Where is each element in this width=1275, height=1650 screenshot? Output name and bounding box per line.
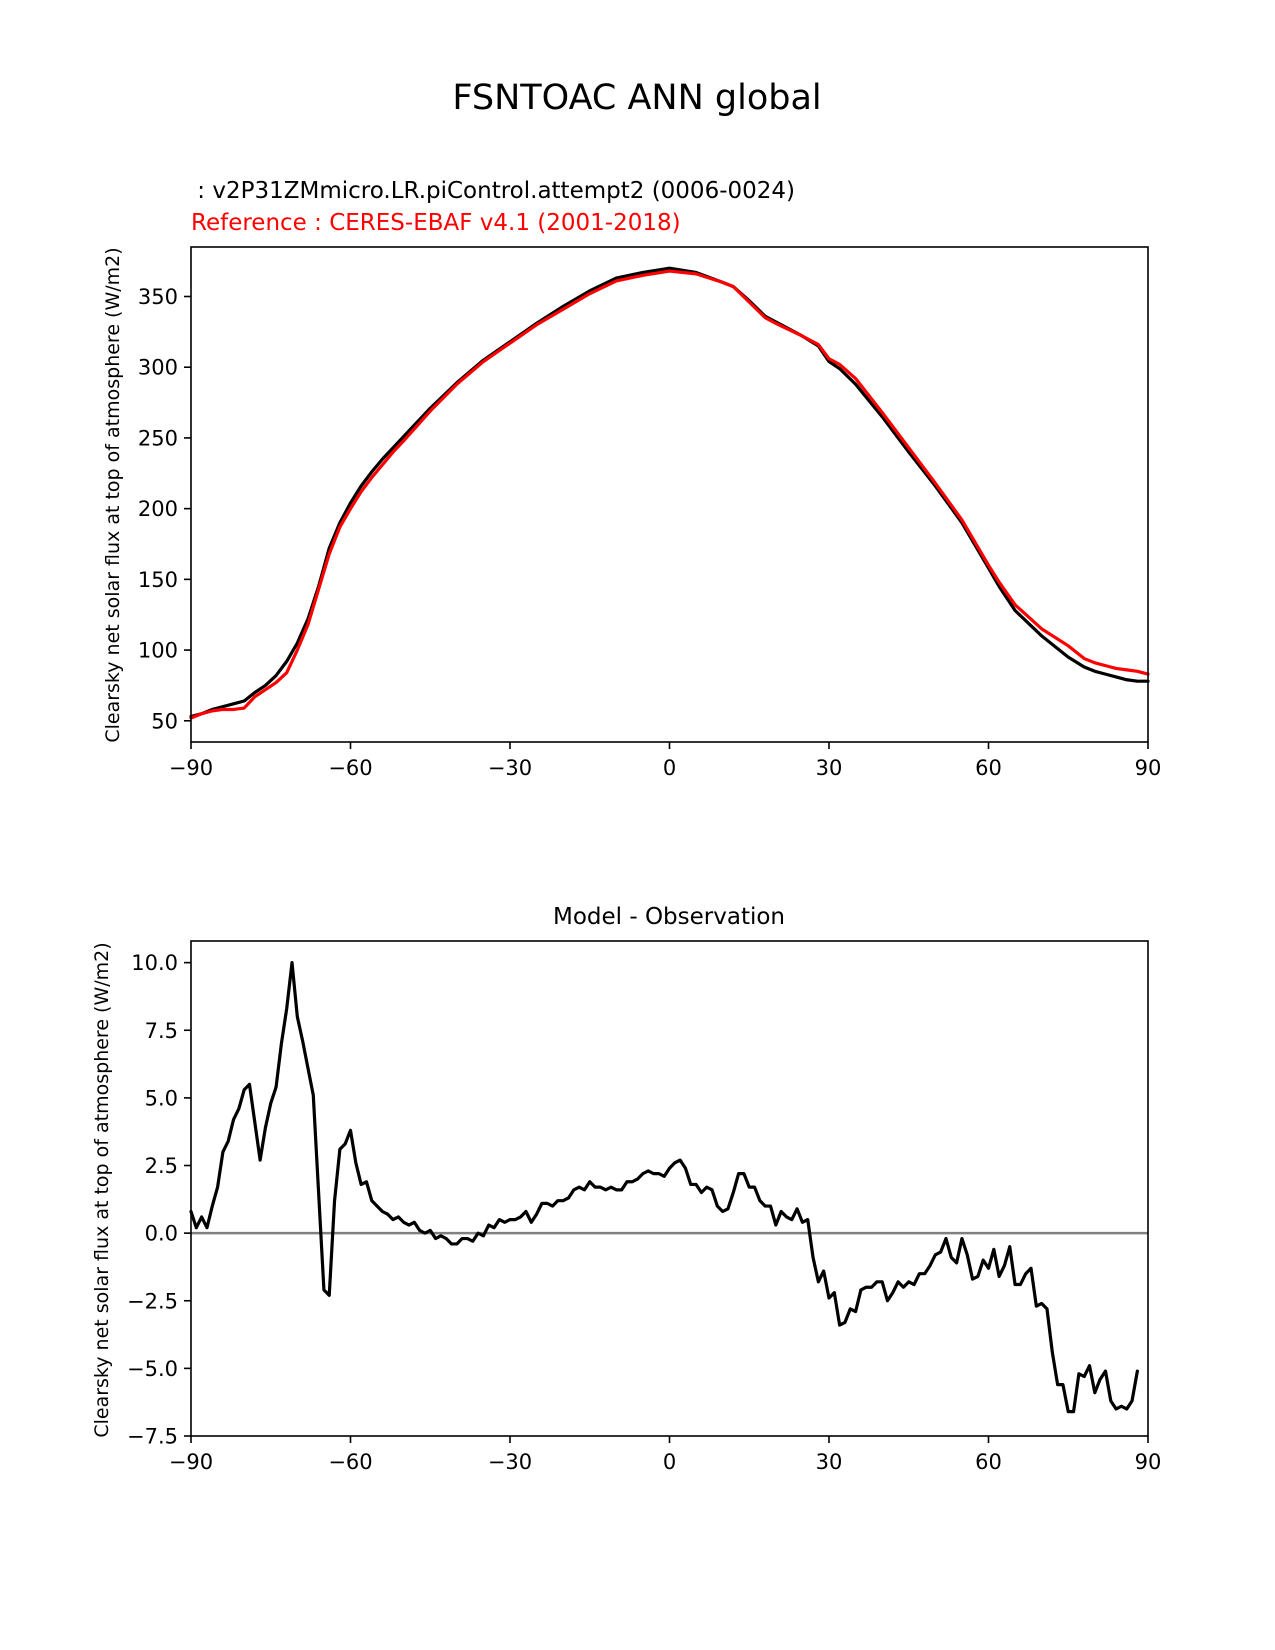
top-x-tick-label: 60 [975, 756, 1002, 780]
bottom-x-tick-label: −90 [169, 1450, 213, 1474]
bottom-x-tick-label: −30 [488, 1450, 532, 1474]
top-x-tick-label: 90 [1135, 756, 1162, 780]
bottom-y-axis-label: Clearsky net solar flux at top of atmosp… [91, 942, 113, 1437]
reference-label: Reference : CERES-EBAF v4.1 (2001-2018) [191, 210, 681, 236]
bottom-panel: Model - Observation Clearsky net solar f… [91, 904, 1161, 1474]
bottom-y-tick-label: 7.5 [145, 1019, 178, 1043]
top-y-tick-label: 50 [151, 709, 178, 733]
top-x-tick-label: 0 [663, 756, 676, 780]
top-y-axis-label: Clearsky net solar flux at top of atmosp… [102, 247, 124, 742]
bottom-y-tick-label: 2.5 [145, 1154, 178, 1178]
top-y-tick-label: 200 [138, 497, 178, 521]
top-y-tick-label: 300 [138, 356, 178, 380]
bottom-y-tick-label: 0.0 [145, 1222, 178, 1246]
top-y-tick-label: 100 [138, 639, 178, 663]
figure-title: FSNTOAC ANN global [452, 78, 821, 118]
top-panel: : v2P31ZMmicro.LR.piControl.attempt2 (00… [102, 178, 1161, 780]
bottom-x-tick-label: 60 [975, 1450, 1002, 1474]
bottom-x-tick-label: 0 [663, 1450, 676, 1474]
bottom-series-model-observation-line [189, 961, 1139, 1414]
top-y-tick-label: 250 [138, 426, 178, 450]
top-x-tick-label: −90 [169, 756, 213, 780]
bottom-panel-title: Model - Observation [553, 904, 785, 930]
bottom-x-tick-label: 90 [1135, 1450, 1162, 1474]
top-x-tick-label: −60 [328, 756, 372, 780]
top-y-tick-label: 150 [138, 568, 178, 592]
bottom-y-tick-label: 5.0 [145, 1086, 178, 1110]
bottom-x-tick-label: −60 [328, 1450, 372, 1474]
top-series-reference-line [189, 269, 1150, 720]
model-label: : v2P31ZMmicro.LR.piControl.attempt2 (00… [190, 178, 795, 204]
top-series-model-line [189, 266, 1150, 719]
top-x-tick-label: 30 [816, 756, 843, 780]
bottom-y-tick-label: −2.5 [127, 1289, 178, 1313]
bottom-y-tick-label: −5.0 [127, 1357, 178, 1381]
bottom-y-tick-label: −7.5 [127, 1425, 178, 1449]
top-x-tick-label: −30 [488, 756, 532, 780]
bottom-x-tick-label: 30 [816, 1450, 843, 1474]
bottom-y-tick-label: 10.0 [131, 951, 178, 975]
top-y-tick-label: 350 [138, 285, 178, 309]
